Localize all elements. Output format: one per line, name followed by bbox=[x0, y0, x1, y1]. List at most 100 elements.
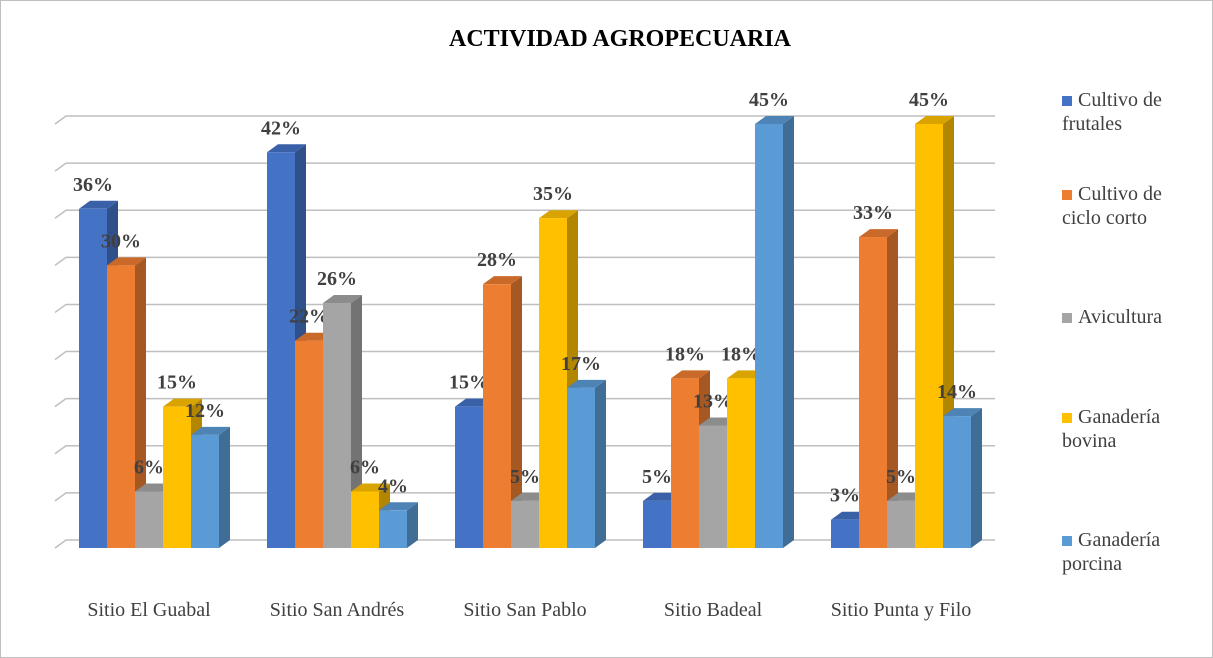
data-label: 13% bbox=[693, 391, 733, 413]
bar-side bbox=[407, 502, 418, 548]
legend-label: Avicultura bbox=[1078, 306, 1163, 328]
bar-front bbox=[379, 510, 407, 548]
bar-side bbox=[971, 408, 982, 548]
data-label: 15% bbox=[157, 372, 197, 394]
legend-swatch bbox=[1062, 190, 1072, 200]
data-label: 12% bbox=[185, 400, 225, 422]
legend-label: Cultivo de frutales bbox=[1062, 89, 1162, 135]
bar-front bbox=[107, 265, 135, 548]
data-label: 5% bbox=[510, 466, 540, 488]
bar-side bbox=[351, 295, 362, 548]
legend-swatch bbox=[1062, 413, 1072, 423]
bar-side bbox=[595, 379, 606, 548]
data-label: 18% bbox=[665, 343, 705, 365]
data-label: 5% bbox=[886, 466, 916, 488]
bar-front bbox=[191, 434, 219, 548]
data-label: 3% bbox=[830, 485, 860, 507]
bar-front bbox=[859, 237, 887, 549]
grid-line bbox=[54, 350, 995, 361]
bar-front bbox=[79, 208, 107, 549]
bar bbox=[191, 426, 230, 548]
bar-side bbox=[219, 426, 230, 548]
legend-label: Cultivo de ciclo corto bbox=[1062, 183, 1162, 229]
data-label: 36% bbox=[73, 174, 113, 196]
bar-top bbox=[79, 200, 118, 209]
bar-top bbox=[351, 483, 390, 492]
data-label: 15% bbox=[449, 372, 489, 394]
bar-top bbox=[483, 276, 522, 285]
bar bbox=[567, 379, 606, 548]
legend-entry: Cultivo de frutales bbox=[1062, 88, 1182, 136]
legend-swatch bbox=[1062, 313, 1072, 323]
bar-front bbox=[135, 491, 163, 548]
bar-side bbox=[783, 116, 794, 548]
bar-front bbox=[351, 491, 379, 548]
data-label: 17% bbox=[561, 353, 601, 375]
data-label: 6% bbox=[350, 456, 380, 478]
legend-swatch bbox=[1062, 96, 1072, 106]
x-tick-label: Sitio Badeal bbox=[663, 599, 763, 621]
data-label: 28% bbox=[477, 249, 517, 271]
x-tick-label: Sitio Punta y Filo bbox=[830, 599, 972, 621]
bar-front bbox=[511, 500, 539, 548]
grid-line bbox=[54, 303, 995, 314]
data-label: 33% bbox=[853, 202, 893, 224]
data-label: 5% bbox=[642, 466, 672, 488]
data-label: 35% bbox=[533, 183, 573, 205]
bar-side bbox=[887, 229, 898, 549]
legend-entry: Cultivo de ciclo corto bbox=[1062, 182, 1182, 230]
grid-line bbox=[54, 209, 995, 219]
data-label: 26% bbox=[317, 268, 357, 290]
bar-front bbox=[915, 124, 943, 548]
grid-line bbox=[54, 256, 995, 266]
bar-front bbox=[727, 378, 755, 548]
data-label: 30% bbox=[101, 230, 141, 252]
bar-side bbox=[135, 257, 146, 548]
bar-side bbox=[511, 276, 522, 548]
legend-entry: Avicultura bbox=[1062, 305, 1182, 329]
x-tick-label: Sitio San Pablo bbox=[463, 599, 587, 621]
bar-top bbox=[943, 408, 982, 417]
bar-top bbox=[267, 144, 306, 153]
bar-top bbox=[191, 426, 230, 435]
data-label: 45% bbox=[749, 89, 789, 111]
legend-entry: Ganadería porcina bbox=[1062, 528, 1182, 576]
bar-top bbox=[379, 502, 418, 511]
bar-front bbox=[567, 387, 595, 548]
bar-front bbox=[887, 500, 915, 548]
bar bbox=[859, 229, 898, 549]
bar-front bbox=[943, 416, 971, 548]
bar bbox=[943, 408, 982, 548]
bar-front bbox=[295, 340, 323, 548]
bar bbox=[107, 257, 146, 548]
bar-top bbox=[671, 370, 710, 379]
legend-entry: Ganadería bovina bbox=[1062, 405, 1182, 453]
bar bbox=[483, 276, 522, 548]
bar-front bbox=[483, 284, 511, 548]
bar-front bbox=[267, 152, 295, 548]
bar bbox=[755, 116, 794, 548]
grid-line bbox=[54, 115, 995, 125]
data-label: 6% bbox=[134, 456, 164, 478]
x-tick-label: Sitio San Andrés bbox=[269, 599, 405, 621]
bar-front bbox=[455, 406, 483, 548]
bar-front bbox=[163, 406, 191, 548]
bar-top bbox=[539, 210, 578, 219]
bar-top bbox=[915, 116, 954, 124]
legend-swatch bbox=[1062, 536, 1072, 546]
legend-label: Ganadería porcina bbox=[1062, 529, 1161, 575]
data-label: 42% bbox=[261, 117, 301, 139]
data-label: 14% bbox=[937, 381, 977, 403]
bar-top bbox=[107, 257, 146, 266]
bar-front bbox=[699, 425, 727, 548]
bar-top bbox=[755, 116, 794, 124]
x-tick-label: Sitio El Guabal bbox=[87, 599, 211, 621]
data-label: 22% bbox=[289, 306, 329, 328]
grid-line bbox=[54, 162, 995, 172]
bar-top bbox=[859, 229, 898, 238]
bar-front bbox=[831, 519, 859, 548]
bar-front bbox=[671, 378, 699, 548]
